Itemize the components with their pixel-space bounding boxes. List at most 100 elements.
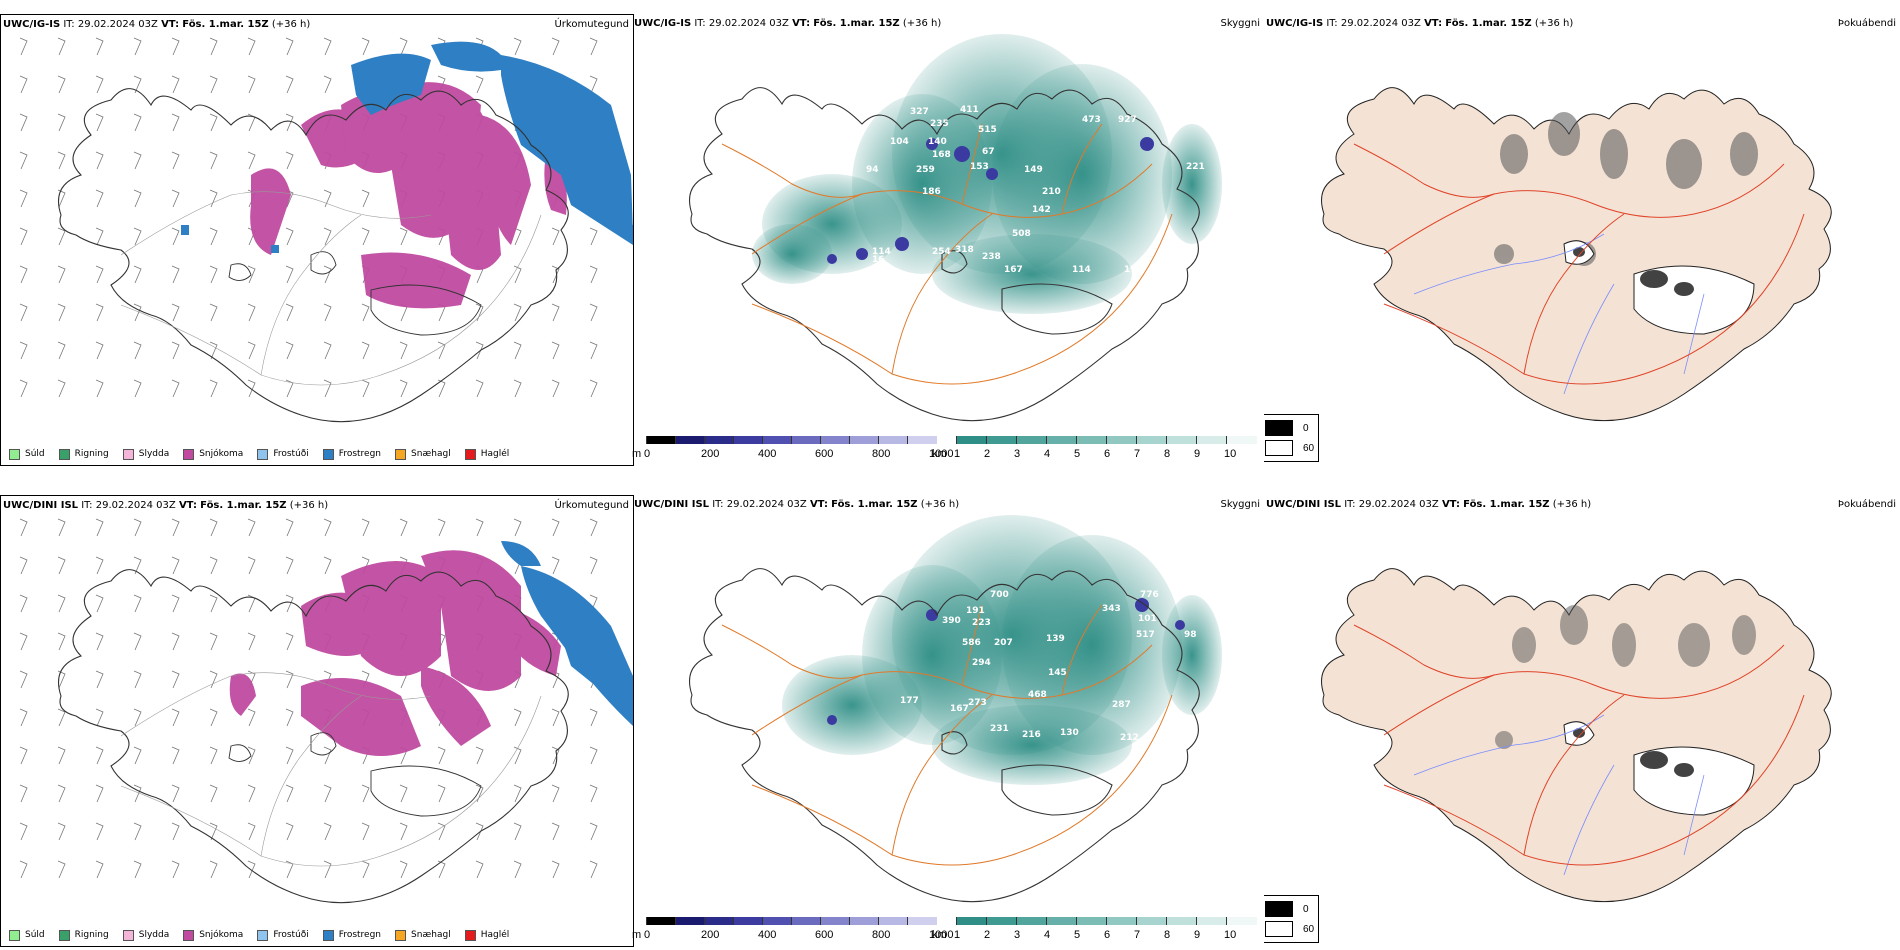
- wind-barb: [589, 303, 598, 322]
- wind-barb: [95, 708, 104, 727]
- wind-barb: [589, 341, 598, 360]
- precip-legend: Súld Rigning Slydda Snjókoma Frostúði Frostre…: [1, 924, 515, 946]
- visibility-scale-tick: 9: [1194, 929, 1201, 941]
- legend-item: Súld: [9, 929, 45, 941]
- visibility-scale-segment: [1136, 917, 1167, 925]
- visibility-value-label: 508: [1012, 229, 1031, 239]
- roads: [1353, 624, 1805, 866]
- visibility-scale: km 1 2 3 4 5 6 7 8 9 10: [932, 436, 1260, 464]
- wind-barb: [399, 379, 408, 398]
- visibility-value-label: 114: [1072, 265, 1091, 275]
- wind-barb: [171, 746, 180, 765]
- height-scale-segment: [907, 917, 937, 925]
- wind-barb: [171, 784, 180, 803]
- wind-barb: [399, 784, 408, 803]
- wind-barb: [285, 341, 294, 360]
- wind-barb: [285, 746, 294, 765]
- wind-barb: [133, 670, 142, 689]
- visibility-scale-segment: [956, 436, 987, 444]
- visibility-value-label: 142: [1032, 205, 1051, 215]
- wind-barb: [475, 341, 484, 360]
- wind-barb: [285, 822, 294, 841]
- wind-barb: [171, 113, 180, 132]
- wind-barb: [437, 746, 446, 765]
- wind-barb: [323, 227, 332, 246]
- visibility-value-label: 153: [970, 162, 989, 172]
- wind-barb: [361, 303, 370, 322]
- visibility-value-label: 207: [994, 638, 1013, 648]
- legend-item: Frostregn: [322, 448, 381, 460]
- wind-barb: [209, 708, 218, 727]
- freezing-rain-areas: [501, 541, 633, 726]
- wind-barb: [513, 341, 522, 360]
- visibility-scale-tick: 5: [1074, 929, 1081, 941]
- visibility-value-label: 212: [1120, 733, 1139, 743]
- fog-key-swatch: [1265, 901, 1293, 917]
- legend-item: Rigning: [58, 448, 109, 460]
- wind-barb: [57, 632, 66, 651]
- wind-barb: [285, 708, 294, 727]
- visibility-value-label: 171: [1124, 265, 1143, 275]
- wind-barb: [209, 670, 218, 689]
- wind-barb: [323, 75, 332, 94]
- wind-barb: [95, 37, 104, 56]
- wind-barb: [95, 670, 104, 689]
- visibility-value-label: 67: [982, 147, 995, 157]
- roads: [120, 191, 542, 386]
- wind-barb: [247, 265, 256, 284]
- height-scale-unit: m: [632, 448, 642, 460]
- wind-barb: [513, 303, 522, 322]
- visibility-value-label: 259: [916, 165, 935, 175]
- wind-barb: [133, 556, 142, 575]
- wind-barb: [133, 227, 142, 246]
- wind-barb: [323, 37, 332, 56]
- wind-barb: [589, 518, 598, 537]
- wind-barb: [551, 556, 560, 575]
- height-scale-tick: 800: [872, 448, 891, 460]
- visibility-scale-segment: [1226, 917, 1257, 925]
- visibility-value-label: 221: [1186, 162, 1205, 172]
- coastline: [688, 87, 1200, 422]
- visibility-value-label: 287: [1112, 700, 1131, 710]
- legend-swatch: [257, 448, 269, 460]
- panel-header: UWC/DINI ISL IT: 29.02.2024 03Z VT: Fös.…: [1266, 499, 1592, 510]
- wind-barb: [589, 379, 598, 398]
- wind-barb: [475, 784, 484, 803]
- wind-barb: [171, 75, 180, 94]
- visibility-scale-tick: 1: [954, 929, 961, 941]
- fog-key-row: 60: [1265, 440, 1314, 456]
- visibility-value-label: 216: [1022, 730, 1041, 740]
- wind-barb: [19, 151, 28, 170]
- legend-swatch: [257, 929, 269, 941]
- visibility-scale-segment: [1046, 917, 1077, 925]
- wind-barb: [361, 379, 370, 398]
- visibility-value-label: 140: [928, 137, 947, 147]
- legend-item: Frostregn: [322, 929, 381, 941]
- legend-label: Frostúði: [273, 930, 309, 940]
- wind-barb: [57, 303, 66, 322]
- visibility-value-label: 700: [990, 590, 1009, 600]
- wind-barb: [323, 379, 332, 398]
- wind-barb: [361, 860, 370, 879]
- wind-barb: [171, 379, 180, 398]
- legend-label: Slydda: [138, 449, 170, 459]
- fog-indicator-panel-row1: UWC/IG-IS IT: 29.02.2024 03Z VT: Fös. 1.…: [1264, 14, 1900, 464]
- wind-barb: [19, 303, 28, 322]
- wind-barb: [513, 784, 522, 803]
- fog-shading: [1495, 605, 1756, 749]
- glaciers: [228, 732, 482, 817]
- rivers: [1413, 714, 1705, 876]
- wind-barb: [437, 518, 446, 537]
- fog-key-row: 0: [1265, 420, 1309, 436]
- wind-barb: [551, 784, 560, 803]
- wind-barb: [361, 784, 370, 803]
- wind-barb: [19, 379, 28, 398]
- visibility-value-label: 191: [966, 606, 985, 616]
- height-scale-segment: [646, 917, 676, 925]
- visibility-value-label: 130: [1060, 728, 1079, 738]
- visibility-value-label: 149: [1024, 165, 1043, 175]
- height-scale-tick: 1000: [929, 929, 954, 941]
- wind-barb: [19, 822, 28, 841]
- wind-barb: [171, 303, 180, 322]
- legend-swatch: [122, 929, 134, 941]
